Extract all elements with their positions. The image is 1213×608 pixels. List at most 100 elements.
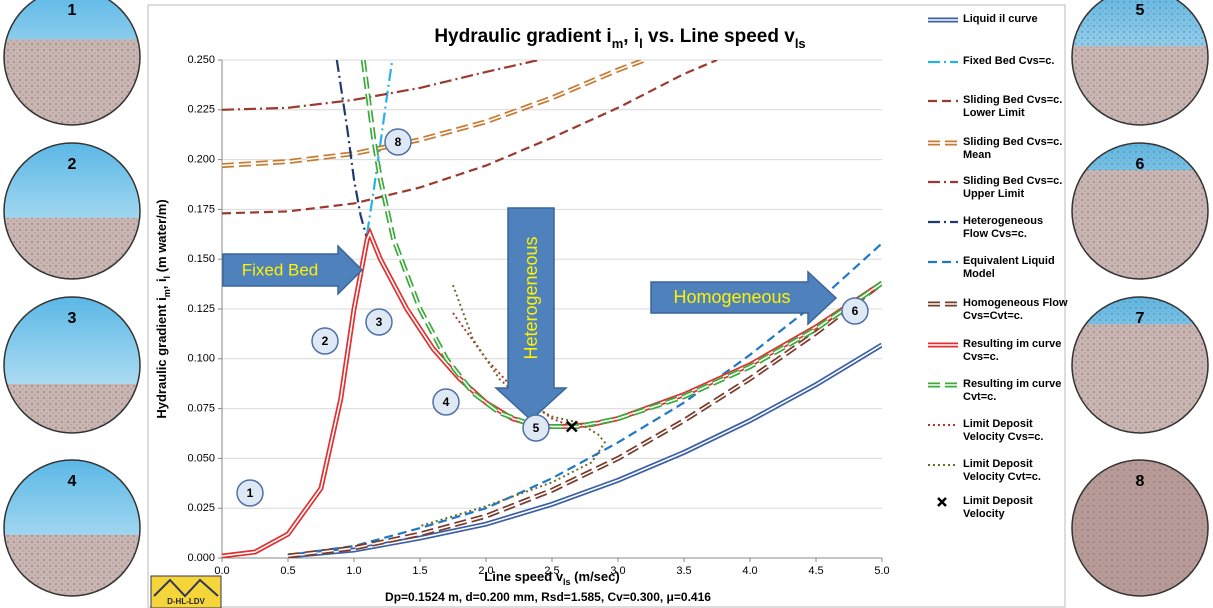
point-label: 2 [322, 334, 329, 348]
legend-item: Homogeneous Flow Cvs=Cvt=c. [926, 297, 1071, 323]
pipe-wall [3, 296, 141, 434]
legend-item: Sliding Bed Cvs=c. Upper Limit [926, 175, 1071, 201]
series-line-inner [287, 282, 882, 557]
callout-arrow [494, 207, 568, 422]
y-axis-label: Hydraulic gradient im, il (m water/m) [154, 199, 172, 418]
pipe-particles [4, 217, 140, 279]
series-line [335, 60, 369, 240]
series-line-inner [222, 60, 645, 167]
text-part: Line speed v [484, 569, 564, 584]
pipe: 5 [1071, 0, 1209, 126]
y-tick-label: 0.100 [187, 353, 215, 365]
legend-label: Resulting im curve Cvt=c. [963, 378, 1062, 403]
pipe-particles [1072, 460, 1208, 596]
legend-swatch [928, 301, 958, 307]
legend-item: Limit Deposit Velocity Cvs=c. [926, 418, 1071, 444]
x-tick-label: 4.0 [742, 565, 757, 577]
chart-frame [147, 4, 1066, 608]
point-label: 5 [533, 421, 540, 435]
legend-swatch [928, 464, 958, 466]
x-tick-label: 5.0 [874, 565, 889, 577]
point-label: 8 [395, 135, 402, 149]
legend-label: Limit Deposit Velocity [963, 495, 1033, 520]
pipe-particles [1072, 0, 1208, 125]
pipe-wall [3, 142, 141, 280]
pipe-label: 6 [1136, 156, 1145, 173]
text-part: Hydraulic gradient i [154, 297, 169, 418]
pipe-wall [1071, 142, 1209, 280]
text-part: Hydraulic gradient i [434, 26, 611, 47]
legend-swatch [928, 382, 958, 388]
series-line-inner [362, 60, 882, 428]
legend-label: Limit Deposit Velocity Cvt=c. [963, 458, 1041, 483]
point-badge [365, 308, 393, 336]
y-tick-label: 0.025 [187, 502, 215, 514]
pipe: 1 [3, 0, 141, 126]
pipe: 7 [1071, 296, 1209, 434]
point-badge [522, 414, 550, 442]
text-part: , i [623, 26, 639, 47]
legend-label: Sliding Bed Cvs=c. Lower Limit [963, 94, 1063, 119]
legend-label: Fixed Bed Cvs=c. [963, 55, 1055, 67]
legend-swatch [928, 99, 958, 103]
point-badge [841, 297, 869, 325]
legend-marker [937, 497, 947, 507]
legend-swatch [937, 497, 947, 507]
pipe-label: 7 [1136, 310, 1145, 327]
y-tick-label: 0.000 [187, 552, 215, 564]
y-tick-label: 0.175 [187, 203, 215, 215]
legend-swatch [928, 220, 958, 224]
logo-text: D-HL-LDV [167, 597, 205, 606]
legend-label: Heterogeneous Flow Cvs=c. [963, 215, 1044, 240]
legend-swatch [928, 60, 958, 64]
y-tick-label: 0.125 [187, 303, 215, 315]
pipe-particles [4, 39, 140, 125]
legend-item: Limit Deposit Velocity Cvt=c. [926, 458, 1071, 484]
legend-item: Sliding Bed Cvs=c. Mean [926, 136, 1071, 162]
callout-arrow [650, 270, 838, 326]
legend-label: Homogeneous Flow Cvs=Cvt=c. [963, 297, 1068, 322]
subscript: l [162, 276, 172, 279]
text-part: (m water/m) [154, 199, 169, 276]
x-tick-label: 1.5 [412, 565, 427, 577]
legend-label: Sliding Bed Cvs=c. Upper Limit [963, 175, 1063, 200]
legend-item: Fixed Bed Cvs=c. [926, 55, 1071, 69]
series-line [287, 242, 882, 557]
point-label: 4 [443, 395, 450, 409]
subscript: l [639, 36, 643, 51]
point-badge [236, 479, 264, 507]
callout-text: Homogeneous [673, 287, 790, 307]
legend-item: Resulting im curve Cvs=c. [926, 338, 1071, 364]
pipe-label: 4 [68, 473, 77, 490]
point-label: 1 [247, 486, 254, 500]
logo: D-HL-LDV [150, 575, 222, 608]
subscript: ls [563, 577, 571, 587]
series-line [222, 60, 540, 111]
pipe-particles [4, 384, 140, 433]
pipe-label: 8 [1136, 473, 1145, 490]
pipe-particles [1072, 143, 1208, 279]
legend-label: Limit Deposit Velocity Cvs=c. [963, 418, 1044, 443]
y-tick-label: 0.200 [187, 154, 215, 166]
x-tick-label: 2.0 [478, 565, 493, 577]
pipe: 2 [3, 142, 141, 280]
pipe-wall [1071, 459, 1209, 597]
x-tick-label: 0.5 [280, 565, 295, 577]
pipe: 3 [3, 296, 141, 434]
legend-swatch [928, 424, 958, 426]
subscript: ls [795, 36, 806, 51]
series-line-inner [287, 344, 882, 557]
point-label: 6 [852, 304, 859, 318]
pipe-wall [1071, 0, 1209, 126]
series-line [419, 284, 607, 528]
subscript: m [162, 289, 172, 297]
pipe-label: 5 [1136, 2, 1145, 19]
legend-label: Resulting im curve Cvs=c. [963, 338, 1062, 363]
x-tick-label: 4.5 [808, 565, 823, 577]
x-tick-label: 3.5 [676, 565, 691, 577]
y-tick-label: 0.225 [187, 104, 215, 116]
legend-label: Sliding Bed Cvs=c. Mean [963, 136, 1063, 161]
text-part: (m/sec) [571, 569, 620, 584]
legend-item: Limit Deposit Velocity [926, 495, 1071, 521]
